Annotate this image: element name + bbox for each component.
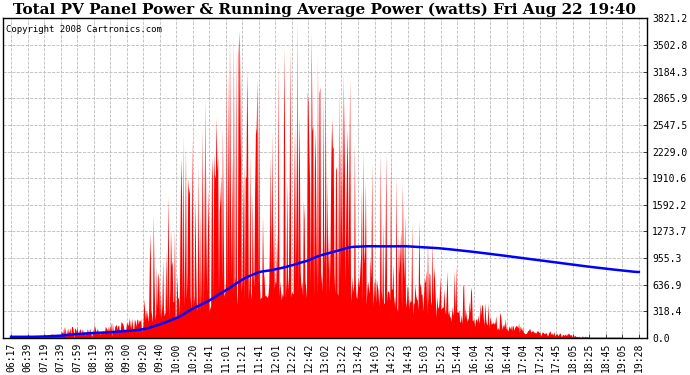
Title: Total PV Panel Power & Running Average Power (watts) Fri Aug 22 19:40: Total PV Panel Power & Running Average P… bbox=[13, 3, 636, 17]
Text: Copyright 2008 Cartronics.com: Copyright 2008 Cartronics.com bbox=[6, 25, 162, 34]
